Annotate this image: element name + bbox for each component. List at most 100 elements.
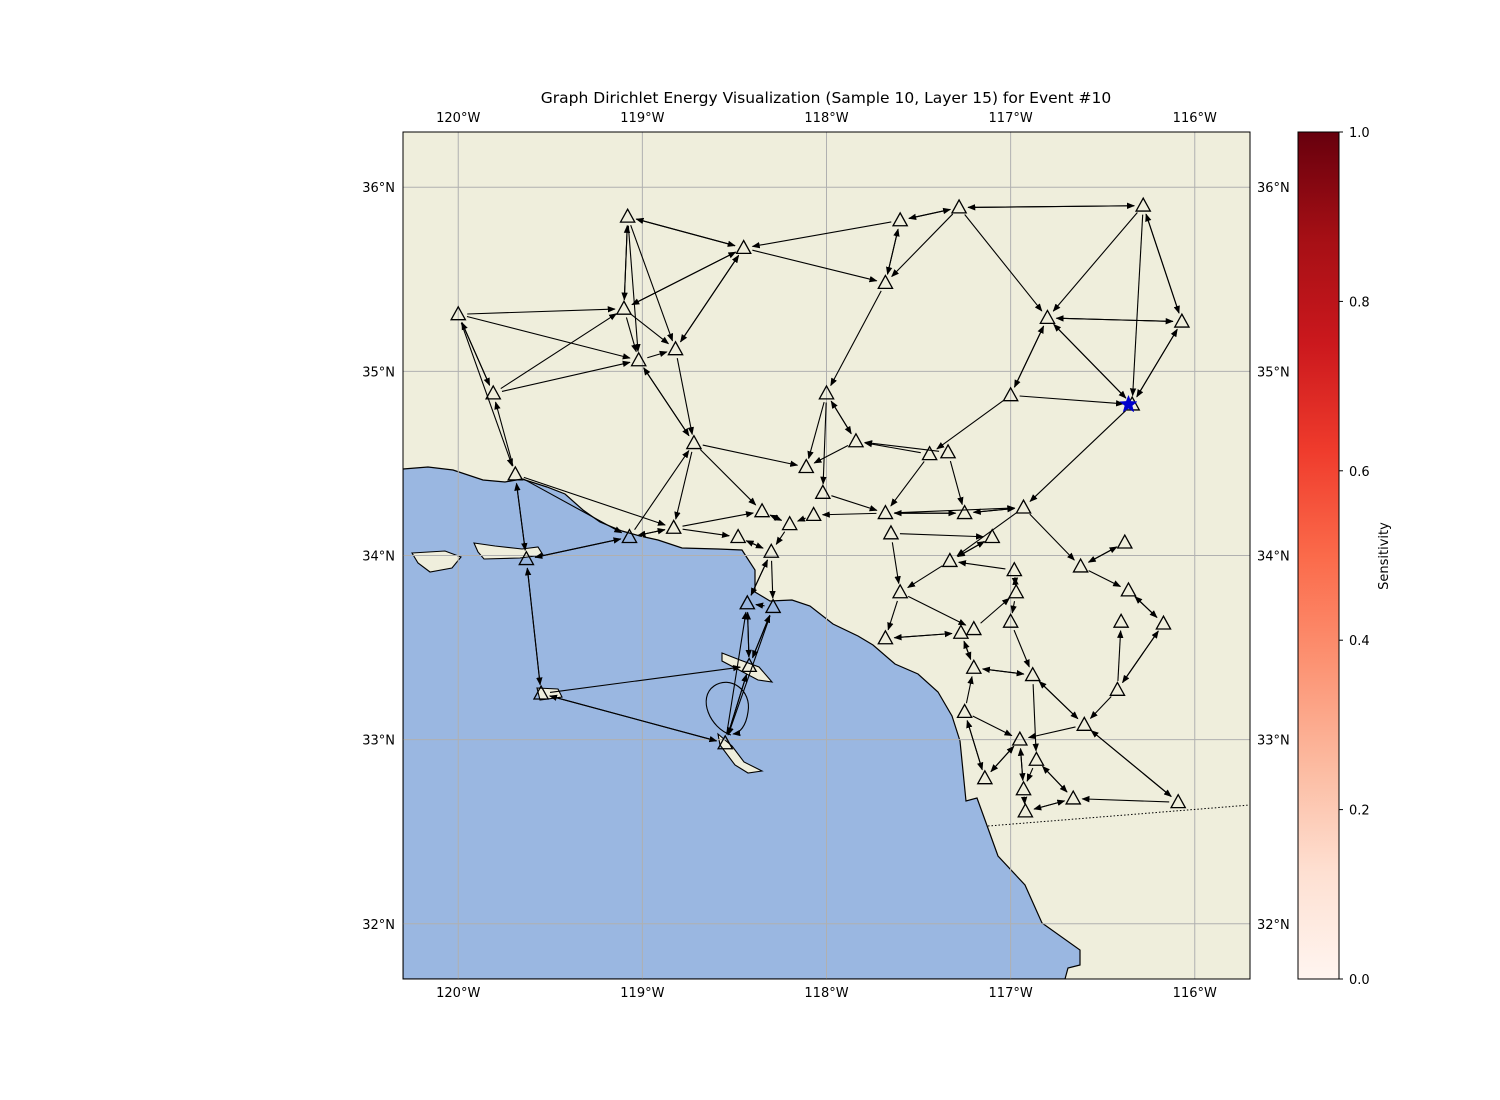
- graph-edge: [752, 249, 878, 283]
- graph-edge: [1134, 596, 1158, 618]
- station-triangle-marker: [1155, 614, 1172, 630]
- graph-edge: [1032, 684, 1039, 752]
- graph-edge: [886, 228, 900, 275]
- graph-edge: [1055, 315, 1173, 322]
- island-san-miguel: [411, 550, 462, 573]
- graph-edge: [625, 317, 638, 353]
- graph-edge: [775, 531, 786, 545]
- station-triangle-marker: [781, 515, 798, 531]
- graph-edge: [830, 290, 882, 387]
- graph-edge: [674, 451, 693, 520]
- graph-edge: [627, 225, 641, 353]
- colorbar-ticks: 0.0 0.2 0.4 0.6 0.8 1.0: [1339, 126, 1370, 988]
- graph-edge: [957, 560, 1006, 570]
- station-triangle-marker: [729, 528, 747, 544]
- graph-edge: [745, 540, 764, 549]
- station-triangle-marker: [1015, 498, 1032, 514]
- station-triangle-marker: [739, 594, 756, 610]
- graph-edge: [523, 476, 666, 526]
- station-triangle-marker: [939, 443, 957, 459]
- graph-edge: [549, 694, 717, 742]
- map-title: Graph Dirichlet Energy Visualization (Sa…: [541, 89, 1111, 107]
- colorbar-tick-label: 0.8: [1349, 295, 1370, 310]
- station-triangle-marker: [1002, 612, 1019, 628]
- graph-edge: [894, 505, 1016, 514]
- station-triangle-marker: [921, 445, 938, 461]
- station-triangle-marker: [740, 657, 758, 673]
- graph-edge: [887, 600, 898, 631]
- graph-edge: [907, 595, 967, 626]
- graph-edges: [460, 202, 1180, 811]
- tick-label-lat-left: 32°N: [362, 918, 395, 933]
- graph-edge: [1014, 325, 1045, 388]
- graph-edge: [631, 251, 736, 306]
- tick-label-lat-right: 35°N: [1257, 365, 1290, 380]
- tick-label-lat-right: 36°N: [1257, 181, 1290, 196]
- graph-edge: [1026, 767, 1034, 782]
- graph-edge: [1029, 410, 1127, 502]
- station-triangle-marker: [685, 434, 703, 450]
- graph-edge: [936, 400, 1004, 450]
- graph-edge: [769, 560, 776, 599]
- graph-edge: [726, 611, 748, 735]
- graph-edge: [813, 444, 849, 464]
- station-triangle-marker: [630, 351, 647, 367]
- graph-edge: [630, 224, 674, 342]
- graph-edge: [727, 673, 748, 735]
- station-triangle-marker: [965, 620, 983, 636]
- graph-edge: [682, 528, 730, 538]
- tick-label-lon-top: 116°W: [1173, 111, 1217, 126]
- station-triangle-marker: [965, 658, 983, 674]
- tick-label-lon-top: 118°W: [804, 111, 848, 126]
- colorbar-tick-label: 1.0: [1349, 126, 1370, 141]
- graph-edge: [682, 511, 754, 527]
- station-triangle-marker: [847, 432, 865, 448]
- graph-edge: [864, 440, 940, 452]
- graph-edge: [755, 602, 765, 609]
- graph-edge: [890, 461, 925, 507]
- station-triangle-marker: [1134, 196, 1152, 212]
- colorbar-tick-label: 0.6: [1349, 465, 1370, 480]
- station-triangle-marker: [941, 552, 959, 568]
- graph-edge: [807, 401, 825, 460]
- graph-edge: [1129, 214, 1144, 397]
- tick-label-lon-bottom: 120°W: [436, 986, 480, 1001]
- station-triangle-marker: [1006, 561, 1023, 577]
- station-triangle-marker: [1015, 780, 1032, 796]
- axis-ticks: 120°W 120°W 119°W 119°W 118°W 118°W 117°W 117°W…: [362, 111, 1290, 1001]
- graph-edge: [1017, 747, 1025, 781]
- graph-edge: [769, 514, 782, 522]
- graph-edge: [643, 367, 690, 436]
- graph-edge: [1011, 577, 1019, 586]
- station-triangle-marker: [1011, 730, 1029, 746]
- graph-edge: [466, 315, 631, 360]
- graph-edge: [461, 321, 491, 386]
- station-triangle-marker: [1065, 789, 1082, 805]
- graph-edge: [680, 255, 740, 343]
- station-triangle-marker: [877, 629, 894, 645]
- graph-edge: [549, 664, 742, 693]
- station-triangle-marker: [621, 528, 638, 544]
- colorbar-tick-label: 0.2: [1349, 804, 1370, 819]
- station-triangle-marker: [518, 550, 535, 566]
- station-triangle-marker: [717, 734, 734, 750]
- station-triangle-marker: [665, 519, 682, 534]
- map-frame: [402, 131, 1251, 980]
- event-epicenter: [1119, 394, 1138, 413]
- graph-edge: [460, 322, 513, 467]
- tick-label-lon-top: 119°W: [620, 111, 664, 126]
- graph-edge: [1117, 629, 1124, 681]
- tick-label-lat-left: 36°N: [362, 181, 395, 196]
- graph-edge: [891, 542, 901, 585]
- island-santa-catalina: [721, 652, 774, 683]
- graph-edge: [699, 449, 757, 506]
- graph-edge: [864, 440, 921, 454]
- station-triangle-marker: [1112, 612, 1130, 628]
- graph-edge: [467, 306, 616, 315]
- station-triangle-marker: [1173, 312, 1191, 328]
- graph-edge: [751, 221, 892, 249]
- colorbar-label: Sensitivity: [1377, 522, 1392, 590]
- graph-edge: [830, 400, 852, 434]
- graph-edge: [796, 515, 806, 522]
- tick-label-lat-left: 35°N: [362, 365, 395, 380]
